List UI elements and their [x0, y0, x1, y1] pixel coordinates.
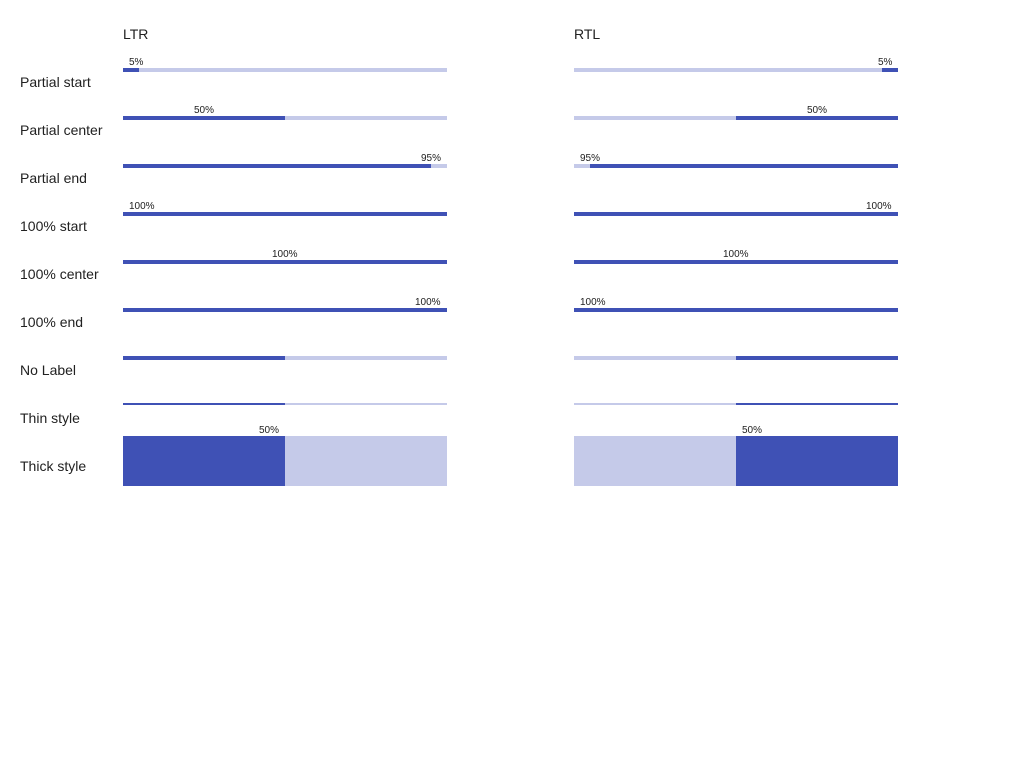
progress-fill: [123, 308, 447, 312]
ltr-progress-bar: [123, 308, 447, 312]
rtl-column-header: RTL: [574, 26, 601, 42]
progress-value-label: 5%: [878, 57, 893, 68]
progress-fill: [123, 68, 140, 72]
ltr-column-header: LTR: [123, 26, 149, 42]
rtl-progress-bar: [574, 212, 898, 216]
rtl-progress-bar: [574, 164, 898, 168]
progress-value-label: 100%: [580, 297, 606, 308]
ltr-progress-bar: [123, 260, 447, 264]
row-label: 100% start: [20, 218, 87, 234]
rtl-progress-bar: [574, 116, 898, 120]
rtl-progress-bar: [574, 260, 898, 264]
rtl-progress-bar: [574, 68, 898, 72]
ltr-progress-bar: [123, 116, 447, 120]
progress-value-label: 100%: [723, 249, 749, 260]
progress-value-label: 100%: [866, 201, 892, 212]
progress-fill: [736, 356, 898, 360]
progress-fill: [123, 212, 447, 216]
progress-value-label: 100%: [129, 201, 155, 212]
row-label: Thick style: [20, 458, 87, 474]
progress-fill: [574, 308, 898, 312]
progress-value-label: 50%: [742, 425, 763, 436]
progress-fill: [123, 403, 285, 405]
progress-fill: [123, 164, 431, 168]
progress-fill: [574, 212, 898, 216]
progress-value-label: 95%: [580, 153, 601, 164]
row-label: Partial center: [20, 122, 103, 138]
progress-value-label: 100%: [415, 297, 441, 308]
ltr-progress-bar: [123, 164, 447, 168]
progress-fill: [574, 260, 898, 264]
row-label: Thin style: [20, 410, 80, 426]
ltr-progress-bar: [123, 212, 447, 216]
rtl-progress-bar: [574, 403, 898, 405]
progress-value-label: 95%: [421, 153, 442, 164]
progress-fill: [590, 164, 898, 168]
progress-fill: [736, 436, 898, 486]
ltr-progress-bar: [123, 436, 447, 486]
progress-fill: [123, 436, 285, 486]
rtl-progress-bar: [574, 436, 898, 486]
progress-fill: [123, 356, 285, 360]
progress-value-label: 50%: [807, 105, 828, 116]
row-label: No Label: [20, 362, 77, 378]
ltr-progress-bar: [123, 356, 447, 360]
progress-fill: [736, 403, 898, 405]
row-label: 100% center: [20, 266, 99, 282]
progress-fill: [123, 260, 447, 264]
progress-value-label: 50%: [194, 105, 215, 116]
rtl-progress-bar: [574, 356, 898, 360]
row-label: Partial start: [20, 74, 91, 90]
progress-fill: [123, 116, 285, 120]
row-label: Partial end: [20, 170, 87, 186]
progress-fill: [881, 68, 898, 72]
ltr-progress-bar: [123, 68, 447, 72]
rtl-progress-bar: [574, 308, 898, 312]
progress-value-label: 100%: [272, 249, 298, 260]
progress-value-label: 50%: [259, 425, 280, 436]
row-label: 100% end: [20, 314, 84, 330]
ltr-progress-bar: [123, 403, 447, 405]
progress-fill: [736, 116, 898, 120]
progress-value-label: 5%: [129, 57, 144, 68]
